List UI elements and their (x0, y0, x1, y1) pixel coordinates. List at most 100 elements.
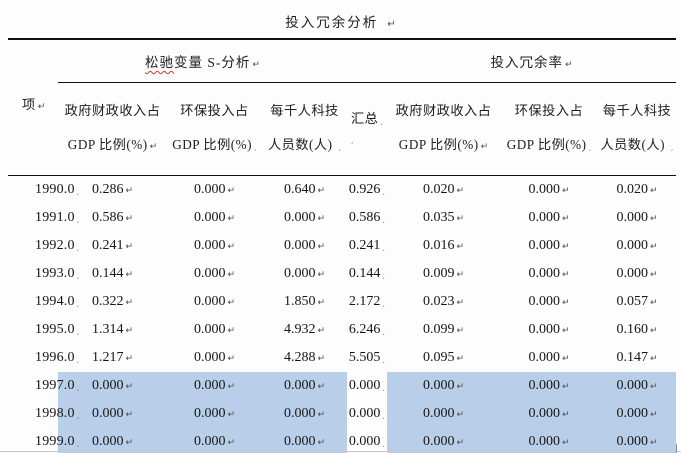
s-tech-cell[interactable]: 0.640 ↵ (262, 175, 347, 204)
r-env-cell[interactable]: 0.000 ↵ (500, 400, 598, 429)
col-header-s-tech[interactable]: 每千人科技 人员数(人) ˏ (262, 82, 347, 176)
r-tech-cell[interactable]: 0.160 ↵ (598, 316, 676, 344)
s-tech-cell[interactable]: 0.000 ↵ (262, 204, 347, 232)
r-fiscal-cell[interactable]: 0.000 ↵ (387, 400, 500, 429)
analysis-table[interactable]: 松驰变量 S-分析 ↵ 投入冗余率 ↵ 项 ↵ 政府财政收入占 GDP 比例(%) ↵ 环… (8, 38, 677, 453)
total-cell[interactable]: 5.505ˏ (347, 344, 387, 372)
s-fiscal-cell[interactable]: 0.000 ↵ (58, 428, 167, 453)
r-fiscal-cell[interactable]: 0.016 ↵ (387, 232, 500, 260)
return-mark-icon: ↵ (649, 213, 658, 224)
col-header-r-env[interactable]: 环保投入占 GDP 比例(%)ˏ (500, 82, 598, 176)
return-mark-icon: ↵ (125, 185, 134, 196)
r-env-cell[interactable]: 0.000 ↵ (500, 204, 598, 232)
s-fiscal-cell[interactable]: 1.217 ↵ (58, 344, 167, 372)
r-tech-cell[interactable]: 0.000 ↵ (598, 372, 677, 401)
r-tech-cell[interactable]: 0.147 ↵ (598, 344, 676, 372)
s-fiscal-cell[interactable]: 1.314 ↵ (58, 316, 167, 344)
r-tech-cell[interactable]: 0.020 ↵ (598, 175, 676, 204)
total-cell[interactable]: 0.000ˏ (347, 372, 387, 400)
s-tech-cell[interactable]: 0.000 ↵ (262, 232, 347, 260)
year-cell[interactable]: 1990.0ˏ (8, 175, 79, 204)
total-cell[interactable]: 0.000ˏ (347, 400, 387, 428)
r-tech-cell[interactable]: 0.000 ↵ (598, 260, 676, 288)
group-header-gap-cell[interactable] (347, 39, 387, 83)
r-env-cell[interactable]: 0.000 ↵ (500, 344, 598, 372)
s-tech-cell[interactable]: 4.932 ↵ (262, 316, 347, 344)
year-cell[interactable]: 1994.0ˏ (8, 288, 79, 316)
table-title[interactable]: 投入冗余分析 ↵ (0, 0, 681, 38)
s-tech-cell[interactable]: 0.000 ↵ (262, 372, 347, 401)
s-tech-cell[interactable]: 1.850 ↵ (262, 288, 347, 316)
r-env-cell[interactable]: 0.000 ↵ (500, 232, 598, 260)
r-fiscal-cell[interactable]: 0.023 ↵ (387, 288, 500, 316)
col-header-s-env[interactable]: 环保投入占 GDP 比例(%)ˏ (167, 82, 262, 176)
s-tech-cell[interactable]: 4.288 ↵ (262, 344, 347, 372)
col-header-s-fiscal[interactable]: 政府财政收入占 GDP 比例(%) ↵ (58, 82, 167, 176)
r-tech-cell[interactable]: 0.000 ↵ (598, 400, 677, 429)
s-fiscal-cell[interactable]: 0.000 ↵ (58, 400, 167, 429)
r-env-cell[interactable]: 0.000 ↵ (500, 175, 598, 204)
s-env-cell[interactable]: 0.000 ↵ (167, 400, 262, 429)
total-cell[interactable]: 6.246ˏ (347, 316, 387, 344)
year-cell[interactable]: 1997.0ˏ (8, 372, 79, 400)
year-cell[interactable]: 1996.0ˏ (8, 344, 79, 372)
total-cell[interactable]: 0.586ˏ (347, 204, 387, 232)
s-tech-cell[interactable]: 0.000 ↵ (262, 260, 347, 288)
return-mark-icon: ↵ (649, 297, 658, 308)
s-env-cell[interactable]: 0.000 ↵ (167, 232, 262, 260)
total-cell[interactable]: 0.000ˏ (347, 428, 387, 453)
s-fiscal-cell[interactable]: 0.322 ↵ (58, 288, 167, 316)
r-fiscal-cell[interactable]: 0.095 ↵ (387, 344, 500, 372)
s-env-cell[interactable]: 0.000 ↵ (167, 175, 262, 204)
r-env-cell[interactable]: 0.000 ↵ (500, 316, 598, 344)
s-tech-cell[interactable]: 0.000 ↵ (262, 400, 347, 429)
s-tech-cell[interactable]: 0.000 ↵ (262, 428, 347, 453)
s-fiscal-cell[interactable]: 0.241 ↵ (58, 232, 167, 260)
s-env-cell[interactable]: 0.000 ↵ (167, 428, 262, 453)
r-fiscal-cell[interactable]: 0.099 ↵ (387, 316, 500, 344)
year-cell[interactable]: 1993.0ˏ (8, 260, 79, 288)
return-mark-icon: ↵ (649, 241, 658, 252)
year-cell[interactable]: 1998.0ˏ (8, 400, 79, 428)
r-tech-cell[interactable]: 0.000 ↵ (598, 204, 676, 232)
year-cell[interactable]: 1995.0ˏ (8, 316, 79, 344)
total-cell[interactable]: 0.926ˏ (347, 175, 387, 204)
s-fiscal-cell[interactable]: 0.144 ↵ (58, 260, 167, 288)
r-env-cell[interactable]: 0.000 ↵ (500, 260, 598, 288)
year-cell[interactable]: 1999.0ˏ (8, 428, 79, 453)
s-fiscal-cell[interactable]: 0.286 ↵ (58, 175, 167, 204)
year-cell[interactable]: 1991.0ˏ (8, 204, 79, 232)
col-header-r-fiscal[interactable]: 政府财政收入占 GDP 比例(%) ↵ (387, 82, 500, 176)
r-env-cell[interactable]: 0.000 ↵ (500, 288, 598, 316)
s-env-cell[interactable]: 0.000 ↵ (167, 288, 262, 316)
r-fiscal-cell[interactable]: 0.000 ↵ (387, 428, 500, 453)
r-tech-cell[interactable]: 0.000 ↵ (598, 428, 677, 453)
total-cell[interactable]: 0.241ˏ (347, 232, 387, 260)
s-env-cell[interactable]: 0.000 ↵ (167, 316, 262, 344)
col-header-total[interactable]: 汇总ˏ ˏ (347, 82, 387, 176)
s-env-cell[interactable]: 0.000 ↵ (167, 260, 262, 288)
r-fiscal-cell[interactable]: 0.009 ↵ (387, 260, 500, 288)
group-header-slack-analysis[interactable]: 松驰变量 S-分析 ↵ (58, 39, 347, 83)
group-header-empty-cell[interactable] (8, 39, 58, 83)
total-cell[interactable]: 2.172ˏ (347, 288, 387, 316)
return-mark-icon: ↵ (561, 326, 570, 337)
s-fiscal-cell[interactable]: 0.586 ↵ (58, 204, 167, 232)
item-header-cell[interactable]: 项 ↵ (8, 82, 58, 176)
r-fiscal-cell[interactable]: 0.020 ↵ (387, 175, 500, 204)
r-env-cell[interactable]: 0.000 ↵ (500, 428, 598, 453)
r-env-cell[interactable]: 0.000 ↵ (500, 372, 598, 401)
year-cell[interactable]: 1992.0ˏ (8, 232, 79, 260)
col-header-r-tech[interactable]: 每千人科技 人员数(人) ˏ (598, 82, 677, 176)
group-header-redundancy-rate[interactable]: 投入冗余率 ↵ (387, 39, 677, 83)
s-env-cell[interactable]: 0.000 ↵ (167, 344, 262, 372)
cell-end-mark-icon: ˏ (253, 141, 257, 151)
r-fiscal-cell[interactable]: 0.000 ↵ (387, 372, 500, 401)
s-fiscal-cell[interactable]: 0.000 ↵ (58, 372, 167, 401)
total-cell[interactable]: 0.144ˏ (347, 260, 387, 288)
s-env-cell[interactable]: 0.000 ↵ (167, 204, 262, 232)
r-tech-cell[interactable]: 0.000 ↵ (598, 232, 676, 260)
r-fiscal-cell[interactable]: 0.035 ↵ (387, 204, 500, 232)
s-env-cell[interactable]: 0.000 ↵ (167, 372, 262, 401)
r-tech-cell[interactable]: 0.057 ↵ (598, 288, 676, 316)
